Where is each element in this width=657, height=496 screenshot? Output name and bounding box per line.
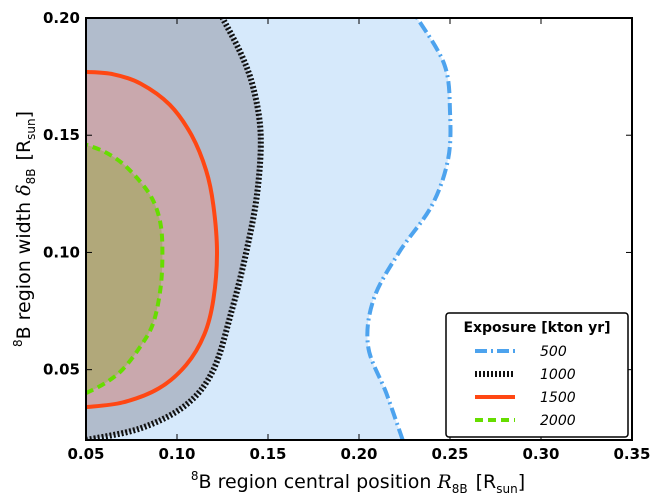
y-tick-label: 0.15 (43, 126, 80, 144)
contour-line-2000 (86, 142, 165, 395)
region-2000 (86, 144, 163, 394)
x-axis-label: 8B region central position R8B [Rsun] (191, 469, 525, 496)
legend-item-1500: 1500 (475, 390, 576, 406)
y-axis-ticks: 0.05 0.10 0.15 0.20 (43, 9, 632, 379)
legend-item-500: 500 (475, 344, 567, 360)
y-axis-label: 8B region width δ8B[Rsun] (11, 111, 38, 347)
legend: Exposure [kton yr] 500 1000 1500 2000 (445, 312, 629, 438)
legend-item-2000: 2000 (475, 413, 576, 429)
contour-line-1500 (86, 69, 220, 410)
x-tick-label: 0.30 (522, 445, 559, 463)
legend-title: Exposure [kton yr] (463, 320, 610, 336)
legend-box (445, 312, 629, 438)
legend-label: 2000 (540, 413, 576, 429)
y-tick-label: 0.05 (43, 361, 80, 379)
legend-item-1000: 1000 (475, 367, 576, 383)
legend-label: 500 (540, 344, 567, 360)
legend-label: 1500 (540, 390, 576, 406)
region-fill-2000 (86, 144, 163, 394)
x-tick-label: 0.35 (613, 445, 650, 463)
x-tick-label: 0.15 (249, 445, 286, 463)
legend-label: 1000 (540, 367, 576, 383)
x-tick-label: 0.10 (158, 445, 195, 463)
x-tick-label: 0.20 (340, 445, 377, 463)
exposure-regions (86, 18, 453, 440)
y-tick-label: 0.10 (43, 243, 80, 261)
contour-line-1000 (86, 18, 264, 440)
y-tick-label: 0.20 (43, 9, 80, 27)
x-tick-label: 0.25 (431, 445, 468, 463)
x-axis-ticks: 0.05 0.10 0.15 0.20 0.25 0.30 0.35 (67, 18, 651, 463)
contour-line-500 (365, 18, 453, 440)
legend-items: 500 1000 1500 2000 (475, 344, 576, 429)
x-tick-label: 0.05 (67, 445, 104, 463)
